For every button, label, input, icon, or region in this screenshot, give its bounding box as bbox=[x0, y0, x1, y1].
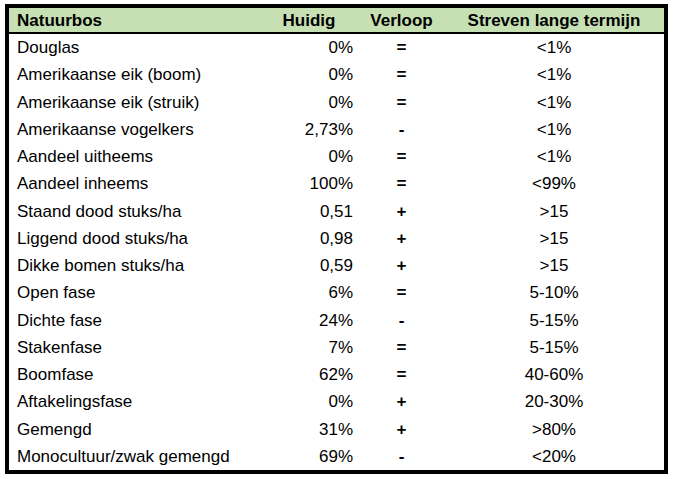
table-row: Amerikaanse vogelkers 2,73% - <1% bbox=[9, 116, 664, 143]
table-row: Dichte fase 24% - 5-15% bbox=[9, 307, 664, 334]
cell-streven-target: <1% bbox=[444, 66, 664, 83]
cell-verloop-trend: = bbox=[359, 94, 444, 111]
cell-indicator-name: Dichte fase bbox=[9, 312, 259, 329]
natuurbos-table: Natuurbos Huidig Verloop Streven lange t… bbox=[5, 4, 668, 474]
cell-huidig-value: 0,51 bbox=[259, 203, 359, 220]
cell-verloop-trend: + bbox=[359, 257, 444, 274]
cell-verloop-trend: = bbox=[359, 39, 444, 56]
cell-huidig-value: 0% bbox=[259, 66, 359, 83]
table-row: Boomfase 62% = 40-60% bbox=[9, 361, 664, 388]
table-row: Aandeel inheems 100% = <99% bbox=[9, 170, 664, 197]
cell-verloop-trend: + bbox=[359, 230, 444, 247]
cell-streven-target: <1% bbox=[444, 39, 664, 56]
cell-streven-target: <1% bbox=[444, 121, 664, 138]
cell-indicator-name: Liggend dood stuks/ha bbox=[9, 230, 259, 247]
cell-verloop-trend: + bbox=[359, 393, 444, 410]
cell-streven-target: 5-10% bbox=[444, 284, 664, 301]
cell-huidig-value: 2,73% bbox=[259, 121, 359, 138]
cell-streven-target: <20% bbox=[444, 448, 664, 465]
cell-verloop-trend: = bbox=[359, 175, 444, 192]
cell-verloop-trend: = bbox=[359, 339, 444, 356]
table-row: Liggend dood stuks/ha 0,98 + >15 bbox=[9, 225, 664, 252]
cell-verloop-trend: = bbox=[359, 66, 444, 83]
cell-indicator-name: Boomfase bbox=[9, 366, 259, 383]
table-row: Amerikaanse eik (boom) 0% = <1% bbox=[9, 61, 664, 88]
table-row: Amerikaanse eik (struik) 0% = <1% bbox=[9, 89, 664, 116]
cell-huidig-value: 62% bbox=[259, 366, 359, 383]
cell-indicator-name: Aandeel inheems bbox=[9, 175, 259, 192]
cell-verloop-trend: - bbox=[359, 312, 444, 329]
table-body: Douglas 0% = <1% Amerikaanse eik (boom) … bbox=[9, 34, 664, 470]
cell-huidig-value: 0% bbox=[259, 94, 359, 111]
column-header-verloop: Verloop bbox=[359, 12, 444, 29]
table-header-row: Natuurbos Huidig Verloop Streven lange t… bbox=[9, 8, 664, 34]
cell-indicator-name: Amerikaanse eik (boom) bbox=[9, 66, 259, 83]
cell-indicator-name: Staand dood stuks/ha bbox=[9, 203, 259, 220]
cell-streven-target: <1% bbox=[444, 94, 664, 111]
cell-streven-target: 5-15% bbox=[444, 312, 664, 329]
column-header-streven: Streven lange termijn bbox=[444, 12, 664, 29]
cell-indicator-name: Douglas bbox=[9, 39, 259, 56]
cell-huidig-value: 0% bbox=[259, 148, 359, 165]
cell-indicator-name: Dikke bomen stuks/ha bbox=[9, 257, 259, 274]
cell-verloop-trend: + bbox=[359, 203, 444, 220]
table-row: Dikke bomen stuks/ha 0,59 + >15 bbox=[9, 252, 664, 279]
cell-streven-target: 20-30% bbox=[444, 393, 664, 410]
table-row: Staand dood stuks/ha 0,51 + >15 bbox=[9, 198, 664, 225]
cell-indicator-name: Monocultuur/zwak gemengd bbox=[9, 448, 259, 465]
cell-verloop-trend: = bbox=[359, 366, 444, 383]
cell-streven-target: >15 bbox=[444, 203, 664, 220]
cell-streven-target: 5-15% bbox=[444, 339, 664, 356]
cell-indicator-name: Gemengd bbox=[9, 421, 259, 438]
cell-streven-target: >15 bbox=[444, 230, 664, 247]
cell-huidig-value: 0% bbox=[259, 393, 359, 410]
cell-huidig-value: 24% bbox=[259, 312, 359, 329]
cell-streven-target: 40-60% bbox=[444, 366, 664, 383]
cell-verloop-trend: + bbox=[359, 421, 444, 438]
cell-huidig-value: 6% bbox=[259, 284, 359, 301]
cell-streven-target: >15 bbox=[444, 257, 664, 274]
table-row: Aandeel uitheems 0% = <1% bbox=[9, 143, 664, 170]
table-row: Douglas 0% = <1% bbox=[9, 34, 664, 61]
cell-verloop-trend: - bbox=[359, 121, 444, 138]
cell-verloop-trend: = bbox=[359, 284, 444, 301]
cell-huidig-value: 0,98 bbox=[259, 230, 359, 247]
cell-indicator-name: Amerikaanse vogelkers bbox=[9, 121, 259, 138]
cell-indicator-name: Open fase bbox=[9, 284, 259, 301]
table-row: Stakenfase 7% = 5-15% bbox=[9, 334, 664, 361]
cell-indicator-name: Stakenfase bbox=[9, 339, 259, 356]
table-row: Monocultuur/zwak gemengd 69% - <20% bbox=[9, 443, 664, 470]
cell-huidig-value: 100% bbox=[259, 175, 359, 192]
cell-huidig-value: 69% bbox=[259, 448, 359, 465]
cell-indicator-name: Aftakelingsfase bbox=[9, 393, 259, 410]
cell-streven-target: <1% bbox=[444, 148, 664, 165]
cell-verloop-trend: - bbox=[359, 448, 444, 465]
cell-huidig-value: 31% bbox=[259, 421, 359, 438]
table-row: Gemengd 31% + >80% bbox=[9, 416, 664, 443]
table-row: Aftakelingsfase 0% + 20-30% bbox=[9, 388, 664, 415]
cell-streven-target: >80% bbox=[444, 421, 664, 438]
cell-huidig-value: 0,59 bbox=[259, 257, 359, 274]
cell-streven-target: <99% bbox=[444, 175, 664, 192]
cell-huidig-value: 0% bbox=[259, 39, 359, 56]
cell-verloop-trend: = bbox=[359, 148, 444, 165]
table-row: Open fase 6% = 5-10% bbox=[9, 279, 664, 306]
cell-indicator-name: Aandeel uitheems bbox=[9, 148, 259, 165]
column-header-natuurbos: Natuurbos bbox=[9, 12, 259, 29]
cell-indicator-name: Amerikaanse eik (struik) bbox=[9, 94, 259, 111]
cell-huidig-value: 7% bbox=[259, 339, 359, 356]
column-header-huidig: Huidig bbox=[259, 12, 359, 29]
page: Natuurbos Huidig Verloop Streven lange t… bbox=[0, 0, 675, 479]
